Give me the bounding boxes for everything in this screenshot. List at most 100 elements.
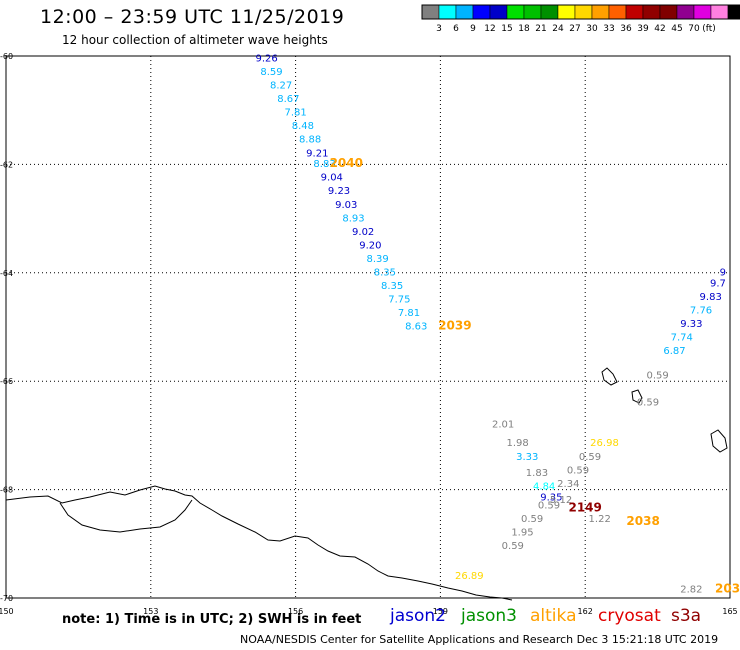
- color-scale-label: 45: [671, 24, 682, 34]
- wave-height-label: 0.59: [637, 398, 659, 409]
- map-frame: [5, 55, 731, 599]
- island: [631, 389, 643, 404]
- color-scale-label: 70: [688, 24, 700, 34]
- wave-height-label: 0.59: [567, 465, 589, 476]
- wave-height-label: 8.39: [367, 254, 389, 265]
- wave-height-label: 0.59: [502, 541, 524, 552]
- color-scale-label: 9: [470, 24, 476, 34]
- wave-height-label: 2.82: [680, 585, 702, 596]
- wave-height-label: 7.75: [388, 295, 410, 306]
- legend-cryosat: cryosat: [598, 606, 661, 626]
- wave-height-label: 1.98: [506, 438, 528, 449]
- color-scale-label: 21: [535, 24, 546, 34]
- wave-height-label: 8.35: [381, 281, 403, 292]
- lat-tick-label: -68: [0, 486, 13, 495]
- color-scale-label: 42: [654, 24, 665, 34]
- footer-note: note: 1) Time is in UTC; 2) SWH is in fe…: [62, 612, 362, 627]
- wave-height-label: 0.59: [646, 370, 668, 381]
- color-scale-label: 30: [586, 24, 598, 34]
- pass-time-label: 2040: [330, 156, 363, 170]
- pass-time-label: 2039: [438, 319, 471, 333]
- color-scale-label: 36: [620, 24, 632, 34]
- lon-tick-label: 162: [578, 607, 593, 616]
- wave-height-label: 9.7: [710, 278, 726, 289]
- color-scale-label: 15: [501, 24, 512, 34]
- wave-height-label: 9.04: [321, 173, 343, 184]
- legend-jason3: jason3: [461, 606, 517, 626]
- wave-height-label: 9.83: [700, 292, 722, 303]
- lat-lon-grid: [5, 55, 731, 599]
- wave-height-label: 0.59: [538, 501, 560, 512]
- coastline: [5, 485, 513, 601]
- wave-height-label: 9.33: [680, 319, 702, 330]
- legend-jason2: jason2: [390, 606, 446, 626]
- wave-height-label: 4.84: [533, 482, 555, 493]
- wave-height-label: 7.81: [398, 308, 420, 319]
- wave-height-label: 0.59: [521, 514, 543, 525]
- wave-height-label: 1.83: [526, 468, 548, 479]
- lat-tick-label: -60: [0, 52, 13, 61]
- lat-tick-label: -70: [0, 594, 13, 603]
- wave-height-label: 9: [720, 268, 726, 279]
- color-scale-label: 39: [637, 24, 649, 34]
- color-scale-unit: (ft): [702, 24, 716, 34]
- pass-time-label: 203: [715, 582, 740, 596]
- wave-height-label: 9.23: [328, 186, 350, 197]
- wave-height-label: 7.76: [690, 305, 712, 316]
- antarctic-coastline: [5, 367, 728, 601]
- map-title: 12:00 – 23:59 UTC 11/25/2019: [40, 6, 345, 28]
- pass-time-label: 2149: [568, 500, 601, 514]
- wave-height-label: 2.34: [557, 479, 579, 490]
- wave-height-label: 26.98: [590, 438, 619, 449]
- lat-tick-label: -64: [0, 269, 13, 278]
- color-scale-label: 3: [436, 24, 442, 34]
- wave-height-label: 3.33: [516, 452, 538, 463]
- wave-height-label: 8.88: [299, 135, 321, 146]
- lon-tick-label: 153: [143, 607, 158, 616]
- wave-height-label: 8.35: [374, 268, 396, 279]
- wave-height-label: 8.67: [277, 94, 299, 105]
- wave-height-label: 9.35: [540, 492, 562, 503]
- pass-time-label: 2038: [626, 514, 659, 528]
- wave-height-label: 7.74: [671, 333, 693, 344]
- island: [710, 429, 728, 453]
- color-scale-legend: 3 6 9 12 15 18 21 24 27 30 33 36 39 42 45 70 (ft): [421, 4, 740, 34]
- wave-height-label: 8.93: [342, 213, 364, 224]
- wave-height-label: 2.01: [492, 419, 514, 430]
- wave-height-label: 8.83: [313, 159, 335, 170]
- color-scale-label: 18: [518, 24, 530, 34]
- wave-height-label: 8.27: [270, 81, 292, 92]
- lon-tick-label: 150: [0, 607, 14, 616]
- wave-height-label: 1.95: [511, 528, 533, 539]
- wave-height-label: 26.89: [455, 571, 484, 582]
- lon-tick-label: 165: [722, 607, 737, 616]
- wave-height-label: 1.22: [589, 514, 611, 525]
- wave-height-label: 7.81: [284, 108, 306, 119]
- lon-tick-label: 159: [433, 607, 448, 616]
- lon-tick-label: 156: [288, 607, 303, 616]
- legend-altika: altika: [530, 606, 577, 626]
- axis-ticks: 150 153 156 159 162 165 -60 -62 -64 -66 -68 -70: [0, 52, 738, 616]
- lat-tick-label: -66: [0, 377, 13, 386]
- color-scale-label: 12: [484, 24, 495, 34]
- island: [601, 367, 618, 386]
- wave-height-label: 9.20: [359, 240, 381, 251]
- wave-height-label: 9.02: [352, 227, 374, 238]
- wave-height-label: 9.03: [335, 200, 357, 211]
- color-scale-label: 24: [552, 24, 564, 34]
- map-subtitle: 12 hour collection of altimeter wave hei…: [62, 33, 328, 47]
- coastline-peninsula: [59, 499, 193, 533]
- pass-time-labels: 2040 2039 2149 2038 203: [330, 156, 740, 595]
- wave-height-label: 9.26: [256, 53, 278, 64]
- wave-height-label: 5.12: [550, 495, 572, 506]
- color-scale-label: 27: [569, 24, 580, 34]
- credit-line: NOAA/NESDIS Center for Satellite Applica…: [240, 633, 719, 646]
- wave-height-label: 9.21: [306, 148, 328, 159]
- color-scale-label: 6: [453, 24, 459, 34]
- wave-height-label: 0.59: [579, 452, 601, 463]
- wave-height-label: 8.63: [405, 322, 427, 333]
- wave-height-label: 8.59: [260, 67, 282, 78]
- wave-height-label: 8.48: [292, 121, 314, 132]
- color-scale-label: 33: [603, 24, 614, 34]
